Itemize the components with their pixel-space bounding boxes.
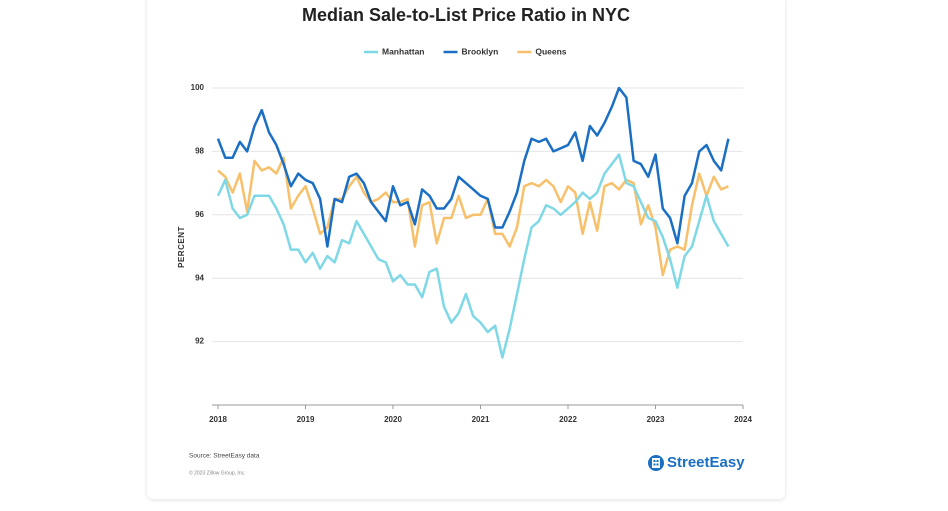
y-tick-label: 98 xyxy=(195,147,204,156)
legend-label: Queens xyxy=(535,46,566,56)
x-tick-label: 2022 xyxy=(559,415,577,424)
x-tick-label: 2018 xyxy=(209,415,227,424)
source: Source: StreetEasy data xyxy=(189,453,260,460)
y-tick-label: 96 xyxy=(195,210,204,219)
legend-label: Brooklyn xyxy=(462,46,499,56)
chart-title: Median Sale-to-List Price Ratio in NYC xyxy=(302,5,630,25)
series-line xyxy=(216,86,730,248)
y-tick-label: 92 xyxy=(195,337,204,346)
y-tick-label: 100 xyxy=(191,83,205,92)
y-tick-label: 94 xyxy=(195,273,204,282)
x-tick-label: 2023 xyxy=(647,415,665,424)
copyright: © 2023 Zillow Group, Inc. xyxy=(189,469,246,476)
legend-label: Manhattan xyxy=(382,46,425,56)
logo-icon xyxy=(648,455,664,471)
card xyxy=(147,0,785,499)
y-axis-label: PERCENT xyxy=(177,226,186,268)
brand: StreetEasy xyxy=(667,454,745,471)
x-tick-label: 2021 xyxy=(472,415,490,424)
x-tick-label: 2019 xyxy=(297,415,315,424)
series-line xyxy=(217,156,729,277)
x-tick-label: 2020 xyxy=(384,415,402,424)
series-line xyxy=(216,153,730,359)
x-tick-label: 2024 xyxy=(734,415,752,424)
